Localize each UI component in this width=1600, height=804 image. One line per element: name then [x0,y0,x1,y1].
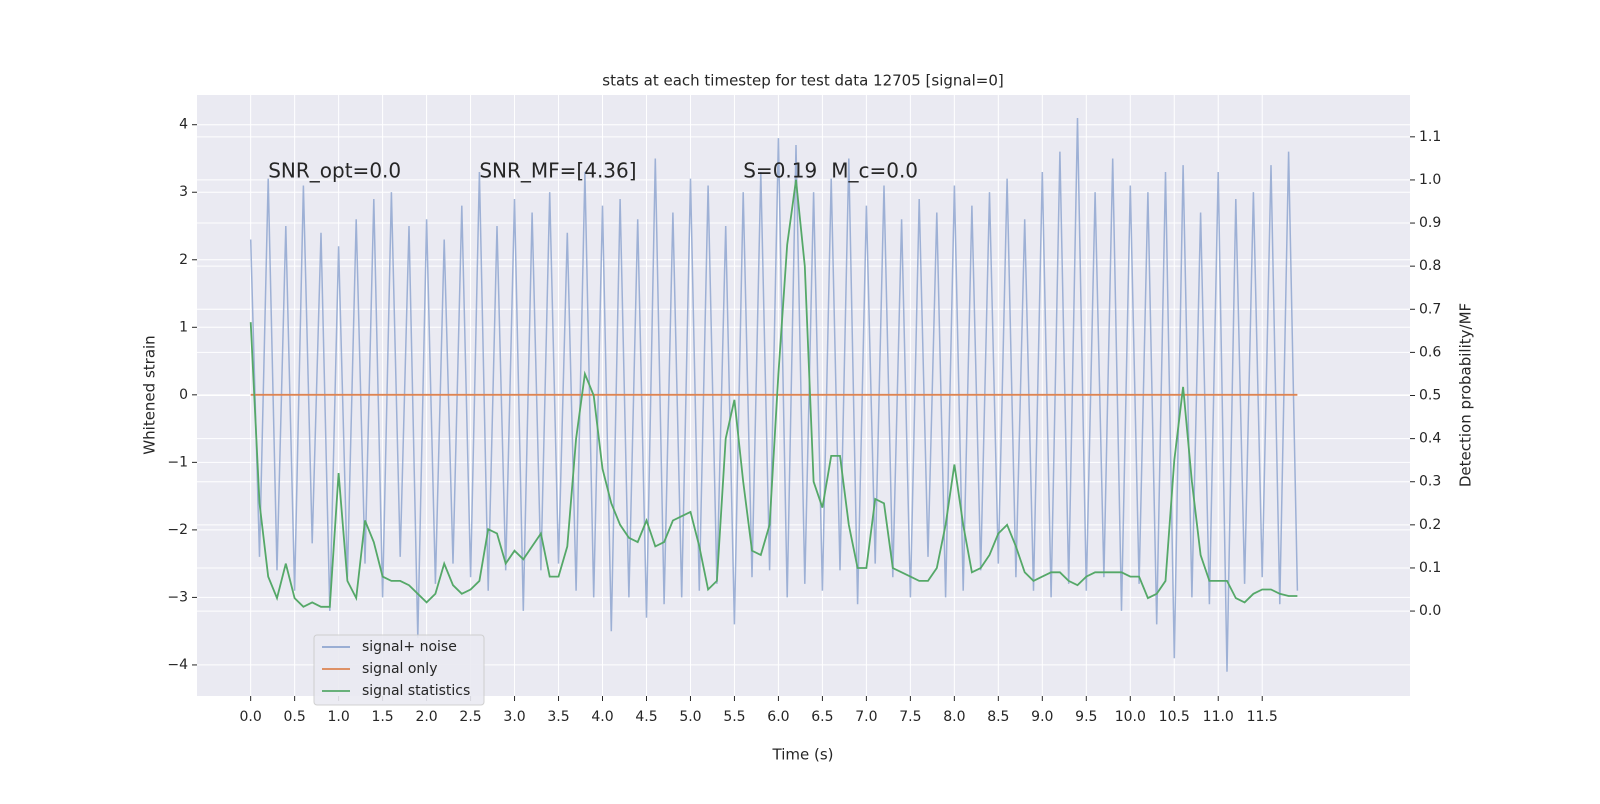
y-tick-label: 2 [179,252,188,268]
x-tick-label: 7.5 [899,709,921,725]
legend-label: signal+ noise [362,639,457,655]
x-tick-label: 8.0 [943,709,965,725]
x-tick-label: 3.0 [503,709,525,725]
y-axis-label: Whitened strain [141,335,159,454]
y2-tick-label: 0.7 [1419,301,1441,317]
y2-tick-label: 0.4 [1419,431,1441,447]
x-tick-label: 1.0 [327,709,349,725]
x-tick-label: 7.0 [855,709,877,725]
y-tick-label: 1 [179,319,188,335]
y-tick-label: 4 [179,117,188,133]
y2-tick-label: 0.0 [1419,603,1441,619]
y-tick-label: −2 [167,522,188,538]
x-tick-label: 5.5 [723,709,745,725]
y2-tick-label: 0.2 [1419,517,1441,533]
x-tick-label: 0.5 [284,709,306,725]
y2-tick-label: 0.1 [1419,560,1441,576]
x-tick-label: 9.0 [1031,709,1053,725]
x-tick-label: 2.0 [415,709,437,725]
y-tick-label: −1 [167,454,188,470]
x-tick-label: 2.5 [459,709,481,725]
y2-axis-label: Detection probability/MF [1457,303,1475,487]
y2-tick-label: 1.1 [1419,129,1441,145]
x-tick-label: 10.5 [1159,709,1190,725]
chart-title: stats at each timestep for test data 127… [602,72,1003,90]
legend-label: signal statistics [362,683,470,699]
x-tick-label: 8.5 [987,709,1009,725]
annotation: M_c=0.0 [831,158,918,182]
x-tick-label: 6.5 [811,709,833,725]
series-line [249,117,1299,672]
y2-tick-label: 0.3 [1419,474,1441,490]
y2-tick-label: 0.9 [1419,215,1441,231]
x-tick-label: 4.0 [591,709,613,725]
x-tick-label: 10.0 [1115,709,1146,725]
x-tick-label: 0.0 [240,709,262,725]
y-tick-label: 0 [179,387,188,403]
y2-tick-label: 0.5 [1419,388,1441,404]
annotation: SNR_MF=[4.36] [479,158,636,182]
x-axis-label: Time (s) [772,746,834,764]
y2-tick-label: 0.8 [1419,258,1441,274]
x-tick-label: 11.5 [1247,709,1278,725]
x-tick-label: 5.0 [679,709,701,725]
series-line [249,179,1298,608]
x-tick-label: 3.5 [547,709,569,725]
x-tick-label: 9.5 [1075,709,1097,725]
x-tick-label: 11.0 [1203,709,1234,725]
x-tick-label: 4.5 [635,709,657,725]
annotation: S=0.19 [743,158,817,182]
x-tick-label: 6.0 [767,709,789,725]
annotation: SNR_opt=0.0 [268,158,401,182]
y2-tick-label: 1.0 [1419,172,1441,188]
y2-tick-label: 0.6 [1419,344,1441,360]
y-tick-label: 3 [179,184,188,200]
legend-box [313,634,485,706]
y-tick-label: −4 [167,657,188,673]
x-tick-label: 1.5 [371,709,393,725]
y-tick-label: −3 [167,589,188,605]
legend-label: signal only [362,661,437,677]
